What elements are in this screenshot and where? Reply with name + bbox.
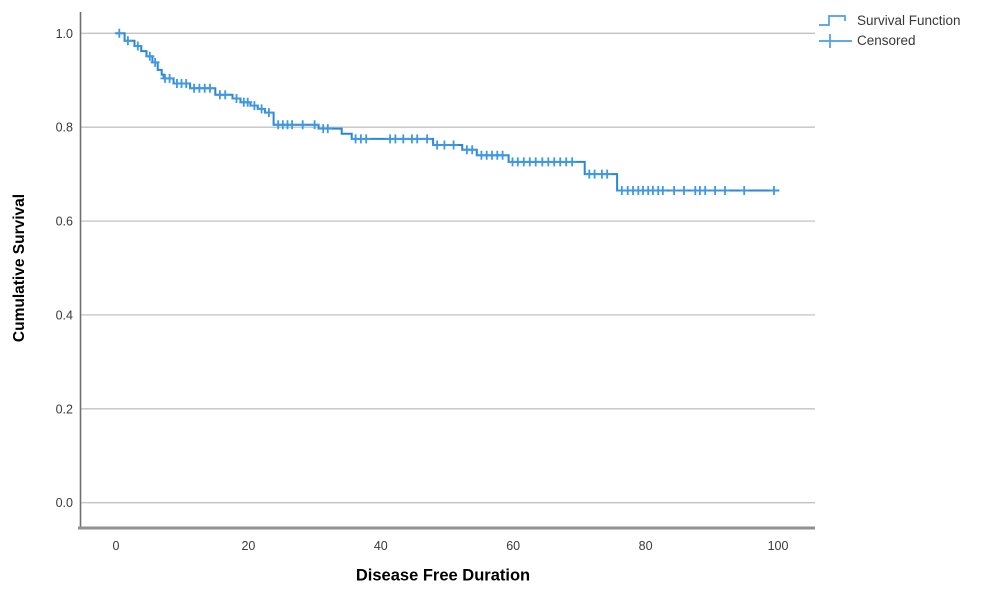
survival-step-curve — [116, 32, 780, 192]
censored-mark — [298, 120, 308, 130]
y-tick-label: 0.4 — [56, 308, 73, 322]
censored-mark — [264, 108, 274, 118]
censored-mark — [720, 186, 730, 195]
censored-mark — [739, 186, 749, 195]
censored-mark — [449, 140, 459, 150]
censored-mark — [390, 134, 400, 144]
censored-mark — [249, 101, 259, 111]
censored-mark — [310, 120, 320, 130]
x-axis-title: Disease Free Duration — [355, 566, 531, 585]
y-tick-label: 1.0 — [56, 27, 73, 41]
legend-label-survival-function: Survival Function — [857, 13, 961, 28]
legend: Survival Function Censored — [818, 11, 961, 50]
censored-mark — [498, 150, 508, 160]
censored-mark — [679, 186, 689, 195]
censored-mark — [669, 186, 679, 195]
censored-mark — [220, 90, 230, 100]
x-tick-label: 60 — [506, 539, 520, 553]
x-tick-label: 80 — [639, 539, 653, 553]
censored-mark — [398, 134, 408, 144]
y-tick-label: 0.0 — [56, 496, 73, 510]
y-axis-title: Cumulative Survival — [11, 193, 28, 343]
censored-mark — [243, 97, 253, 107]
censored-mark — [205, 83, 215, 93]
censored-mark — [361, 134, 371, 144]
legend-item-survival-function: Survival Function — [818, 11, 961, 30]
censored-mark — [412, 134, 422, 144]
censored-mark — [700, 186, 710, 195]
censored-mark — [257, 104, 267, 114]
censored-mark — [467, 145, 477, 155]
legend-item-censored: Censored — [818, 31, 961, 50]
censored-mark — [114, 28, 124, 38]
x-tick-label: 40 — [374, 539, 388, 553]
censored-mark — [165, 73, 175, 83]
x-tick-label: 20 — [241, 539, 255, 553]
censored-mark — [658, 186, 668, 195]
censored-mark — [181, 79, 191, 88]
censored-mark — [602, 169, 612, 179]
censored-mark — [439, 140, 449, 150]
censored-mark — [232, 94, 241, 103]
legend-label-censored: Censored — [857, 33, 916, 48]
censored-mark — [133, 41, 143, 51]
y-tick-label: 0.8 — [56, 121, 73, 135]
x-tick-label: 0 — [113, 539, 120, 553]
y-tick-label: 0.6 — [56, 215, 73, 229]
plus-marker-icon — [819, 33, 852, 48]
censored-mark — [422, 134, 432, 144]
censored-mark — [567, 157, 577, 167]
censored-mark — [287, 120, 297, 130]
x-tick-label: 100 — [768, 539, 789, 553]
step-line-icon — [819, 14, 846, 26]
censored-mark — [710, 186, 720, 195]
censored-mark — [145, 51, 155, 61]
censored-mark — [150, 57, 160, 67]
censored-mark — [123, 36, 133, 46]
censored-mark — [769, 186, 779, 195]
censored-mark — [323, 124, 333, 134]
y-tick-label: 0.2 — [56, 402, 73, 416]
